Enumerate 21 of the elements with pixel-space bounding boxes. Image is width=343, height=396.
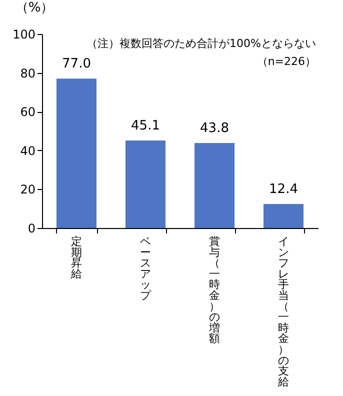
data-label: 43.8 [200,121,229,136]
category-label: 賞与（一時金）の増額 [209,235,220,346]
bar [56,78,97,228]
annotation: （n=226） [256,55,316,68]
data-label: 12.4 [269,182,298,197]
bar [194,143,235,228]
y-tick-label: 80 [20,66,36,80]
bar [263,204,304,228]
data-label: 45.1 [131,118,160,134]
y-tick-label: 100 [12,28,36,42]
y-axis-title: （%） [15,0,54,16]
annotation: （注）複数回答のため合計が100%とならない [86,37,316,50]
y-tick-label: 0 [28,222,36,236]
x-tick-label: ベースアップ [140,235,152,302]
x-tick-label: 定期昇給 [70,235,82,280]
y-tick-label: 60 [20,105,36,120]
category-label: インフレ手当（一時金）の支給 [278,235,289,388]
y-tick-label: 40 [20,144,36,158]
bar [125,140,166,228]
data-label: 77.0 [62,56,91,72]
y-tick-label: 20 [20,182,36,197]
